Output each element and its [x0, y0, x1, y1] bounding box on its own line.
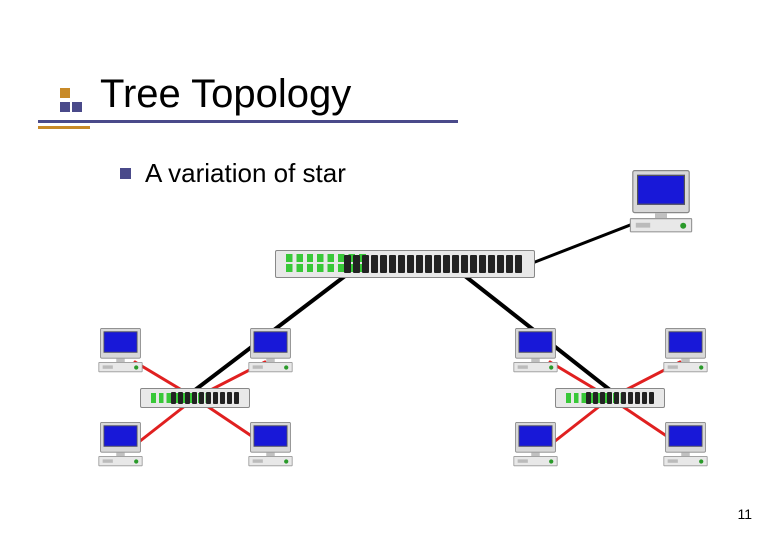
computer-icon	[660, 328, 711, 376]
main-hub	[275, 250, 535, 278]
title-underline-accent	[38, 126, 90, 129]
sub-hub	[140, 388, 250, 408]
slide-title-block: Tree Topology	[60, 72, 351, 117]
computer-icon	[95, 328, 146, 376]
computer-icon	[95, 422, 146, 470]
computer-icon	[245, 422, 296, 470]
slide-title: Tree Topology	[100, 72, 351, 117]
computer-icon	[660, 422, 711, 470]
computer-icon	[625, 170, 697, 237]
computer-icon	[245, 328, 296, 376]
computer-icon	[510, 328, 561, 376]
sub-hub	[555, 388, 665, 408]
topology-diagram	[85, 170, 725, 490]
computer-icon	[510, 422, 561, 470]
page-number: 11	[737, 506, 752, 522]
title-underline	[38, 120, 458, 123]
